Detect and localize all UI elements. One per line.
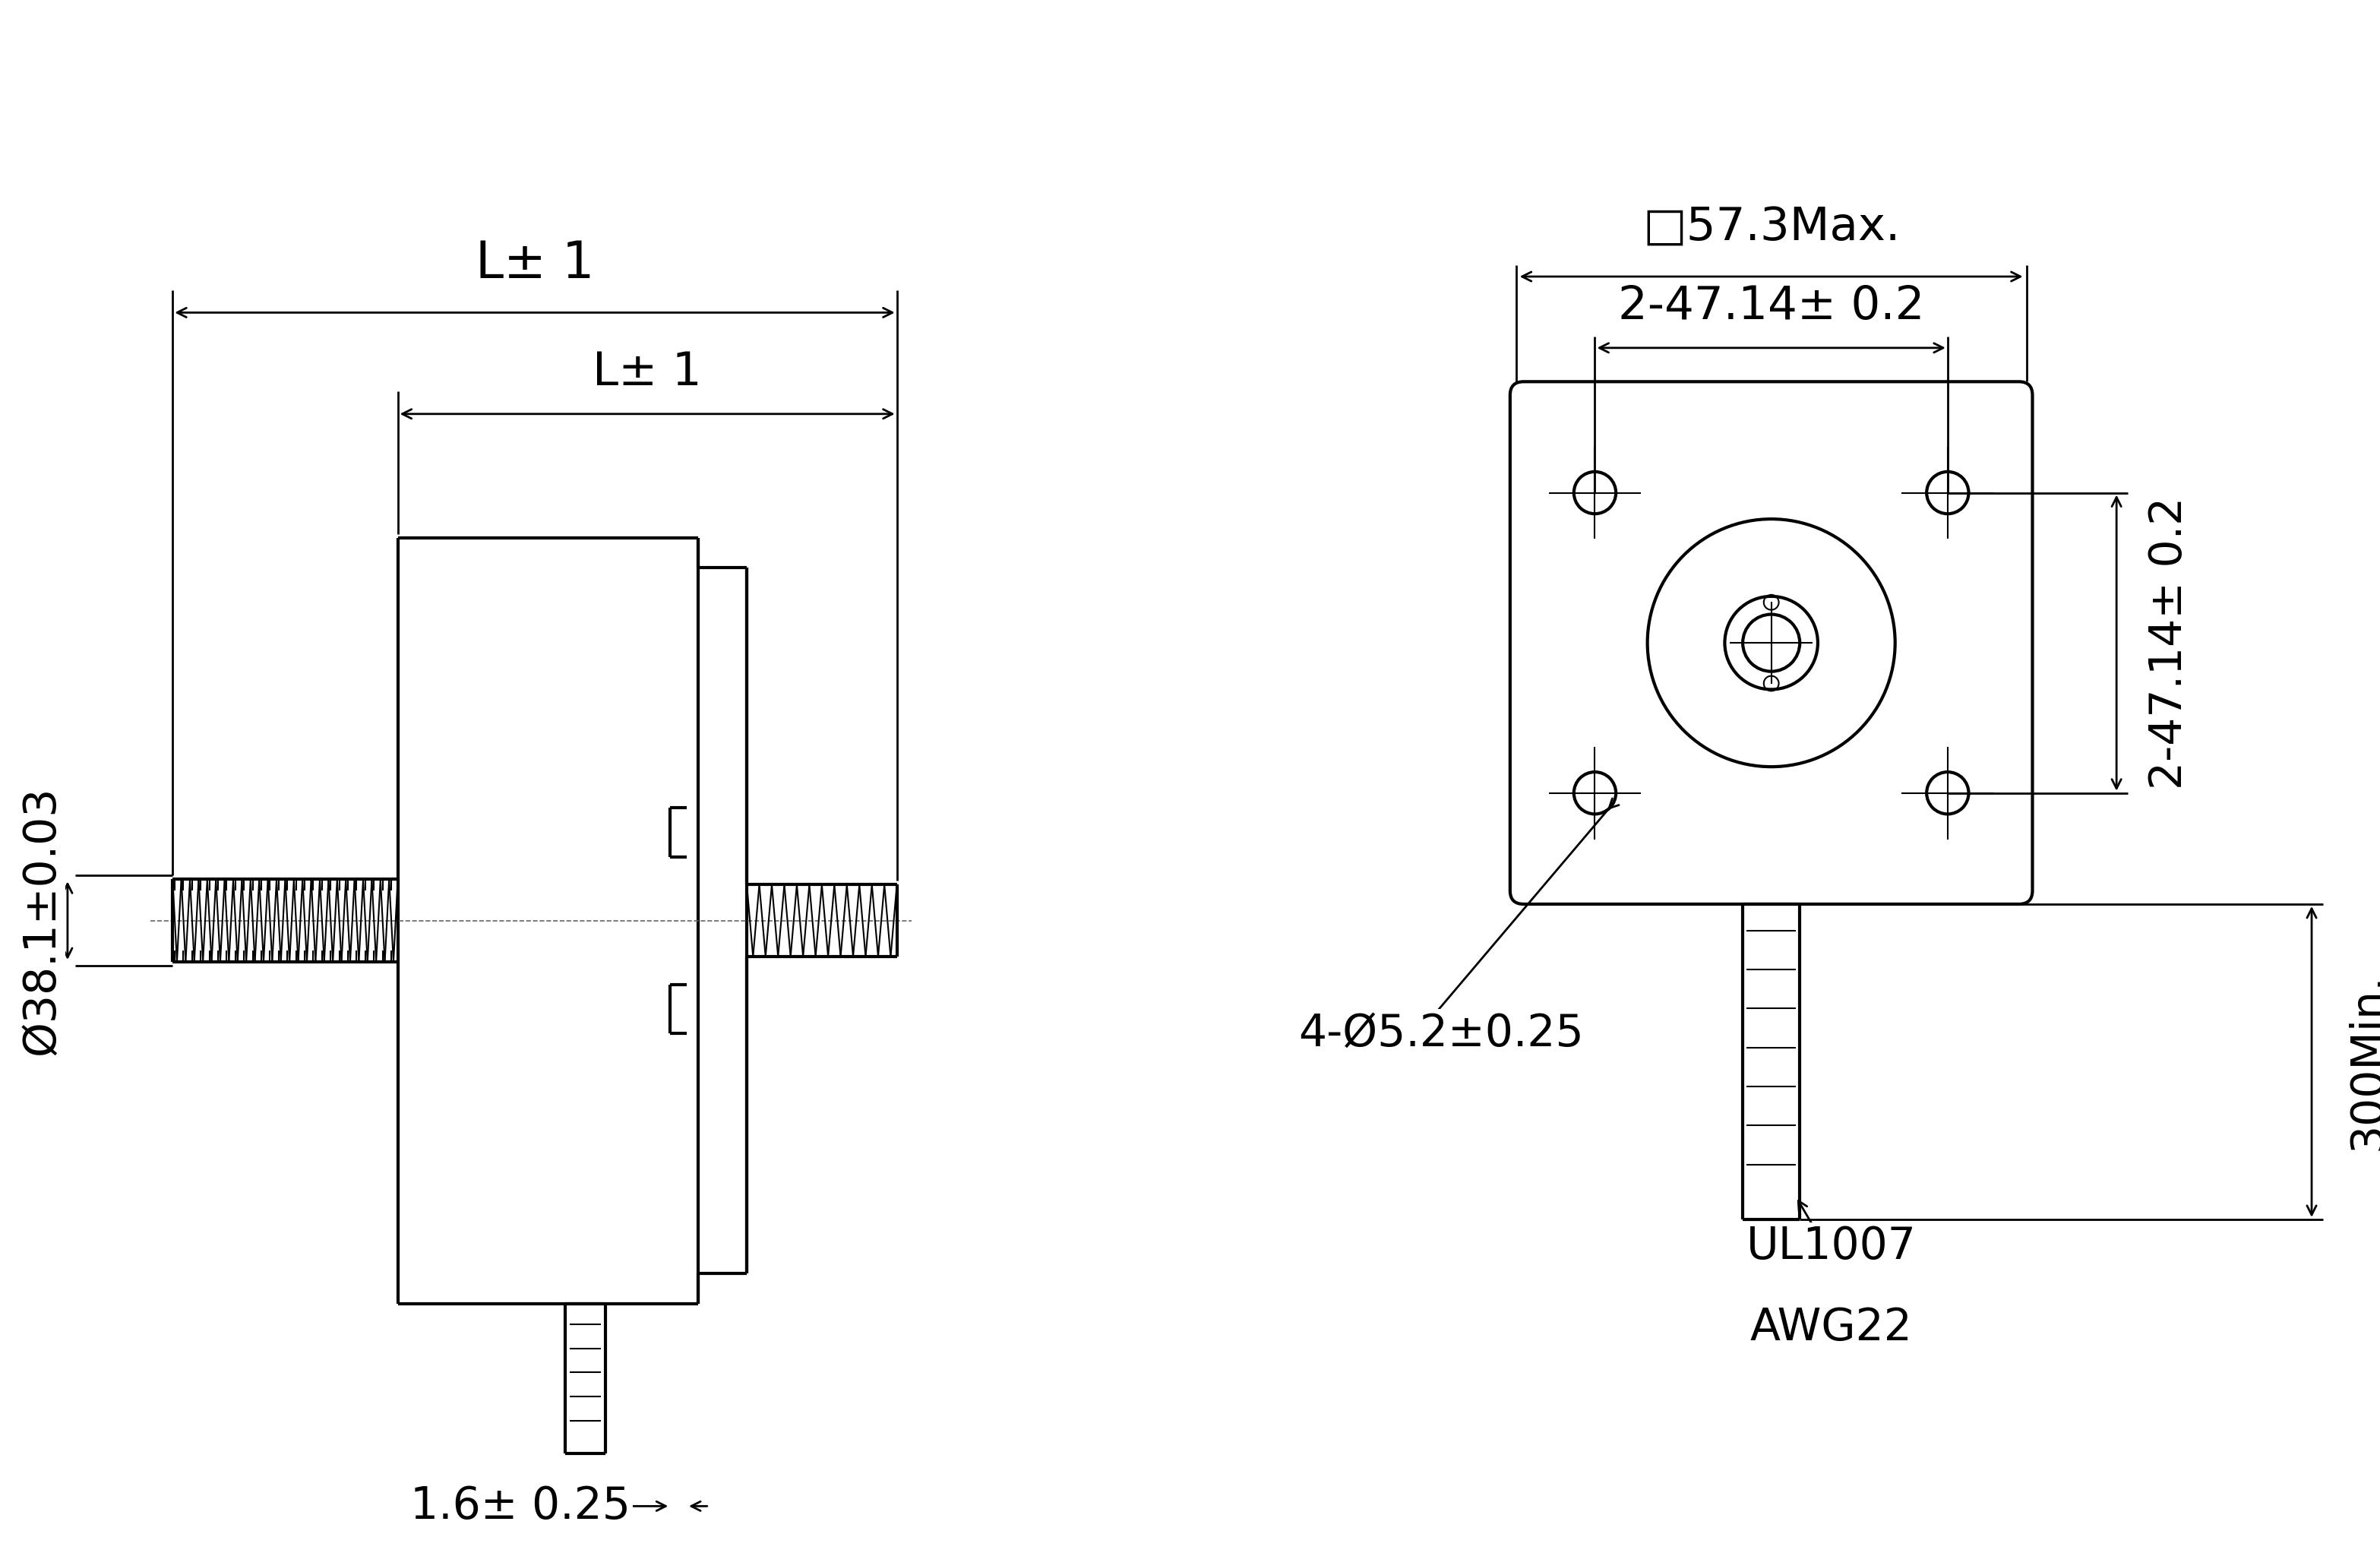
Text: 2-47.14± 0.2: 2-47.14± 0.2 [2147, 497, 2190, 789]
Text: 2-47.14± 0.2: 2-47.14± 0.2 [1618, 284, 1925, 329]
Text: AWG22: AWG22 [1749, 1306, 1914, 1350]
FancyBboxPatch shape [1509, 382, 2033, 904]
Text: UL1007: UL1007 [1747, 1225, 1916, 1269]
Text: 1.6± 0.25: 1.6± 0.25 [409, 1485, 631, 1528]
Text: □57.3Max.: □57.3Max. [1642, 205, 1899, 250]
Text: L± 1: L± 1 [476, 239, 595, 289]
Text: 300Min.: 300Min. [2347, 974, 2380, 1151]
Text: Ø38.1±0.03: Ø38.1±0.03 [19, 786, 62, 1054]
Text: L± 1: L± 1 [593, 351, 702, 394]
Text: 4-Ø5.2±0.25: 4-Ø5.2±0.25 [1299, 1011, 1583, 1054]
